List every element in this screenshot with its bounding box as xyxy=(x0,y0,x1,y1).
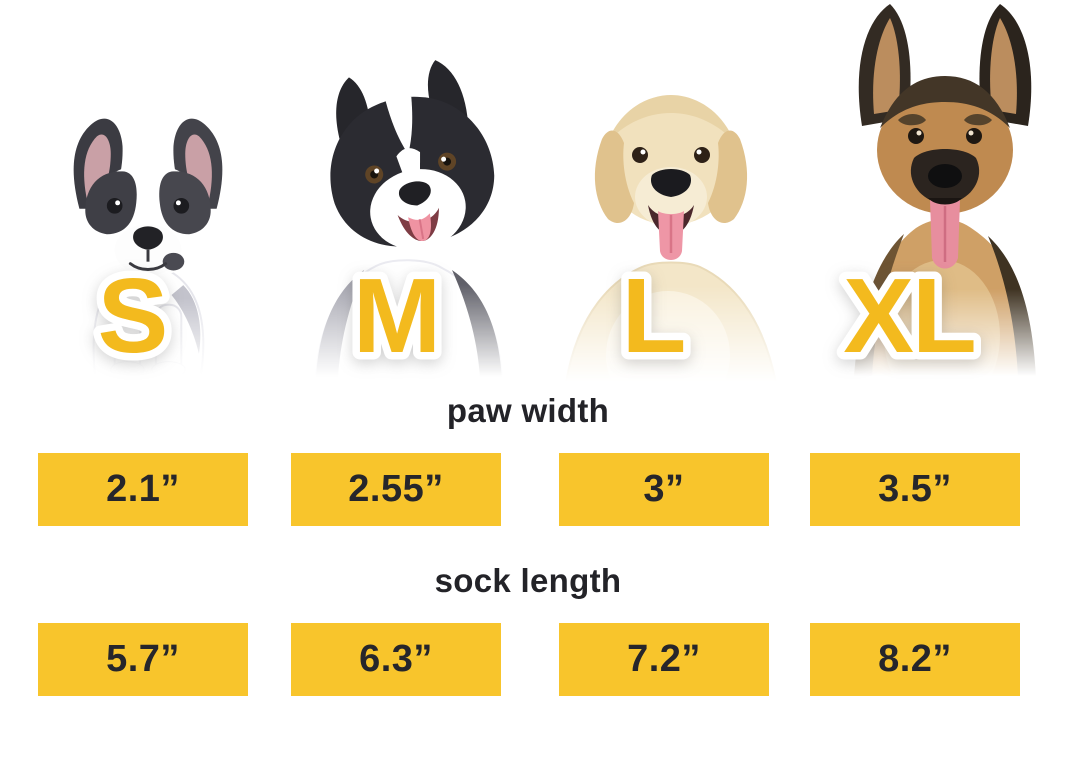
border-collie-image xyxy=(290,60,532,380)
size-letter-l-text: L xyxy=(622,257,685,375)
size-letter-m: M xyxy=(345,250,448,375)
golden-retriever-image xyxy=(550,55,792,385)
size-letter-m-text: M xyxy=(353,257,439,375)
paw-width-value-xl: 3.5” xyxy=(810,453,1020,526)
french-bulldog-illustration xyxy=(73,118,223,378)
german-shepherd-illustration xyxy=(854,4,1036,380)
paw-width-value-m: 2.55” xyxy=(291,453,501,526)
german-shepherd-image xyxy=(810,0,1080,380)
sock-length-heading: sock length xyxy=(434,562,622,599)
paw-width-heading: paw width xyxy=(446,392,610,429)
sock-length-value-s: 5.7” xyxy=(38,623,248,696)
border-collie-illustration xyxy=(314,60,504,379)
size-letter-xl-text: XL xyxy=(843,257,974,375)
size-letter-l: L xyxy=(614,250,694,375)
size-letter-s: S xyxy=(90,250,176,375)
sock-length-value-l: 7.2” xyxy=(559,623,769,696)
sock-length-value-xl: 8.2” xyxy=(810,623,1020,696)
size-letter-xl: XL xyxy=(836,250,984,375)
size-letter-s-text: S xyxy=(98,257,167,375)
paw-width-value-s: 2.1” xyxy=(38,453,248,526)
sock-length-value-m: 6.3” xyxy=(291,623,501,696)
french-bulldog-image xyxy=(50,112,246,378)
paw-width-value-l: 3” xyxy=(559,453,769,526)
golden-retriever-illustration xyxy=(564,95,778,385)
